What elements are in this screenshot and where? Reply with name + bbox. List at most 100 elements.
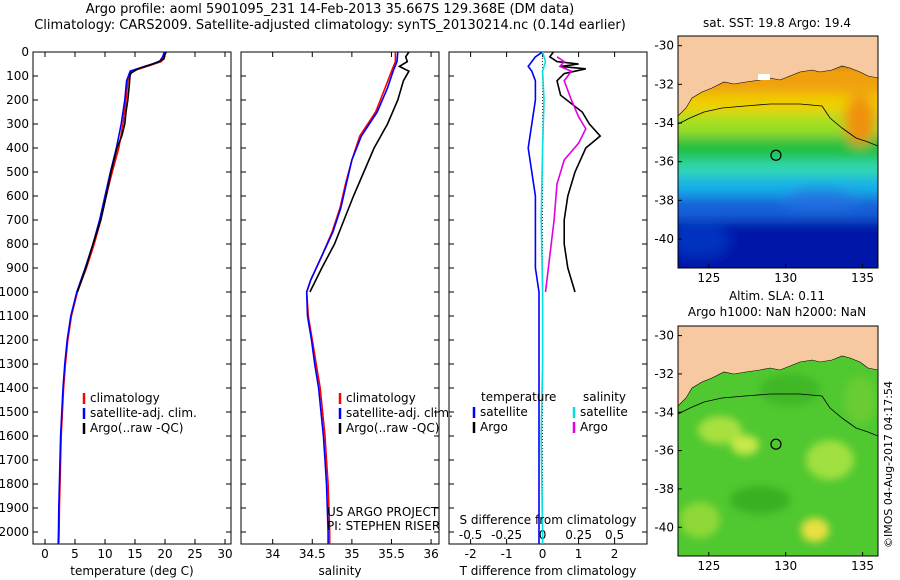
x-tick-label: 34.5 bbox=[299, 547, 326, 561]
argo-float-marker bbox=[770, 149, 782, 161]
sst-land-mass bbox=[678, 36, 878, 117]
lon-tick-label: 125 bbox=[697, 271, 720, 285]
sla-land-mass bbox=[678, 326, 878, 407]
x-tick-label: 36 bbox=[423, 547, 438, 561]
temperature-axes-frame bbox=[32, 51, 232, 545]
depth-tick-label: 1200 bbox=[0, 333, 29, 347]
depth-tick-label: 800 bbox=[6, 237, 29, 251]
lat-tick-label: -32 bbox=[654, 77, 674, 91]
project-annotation: US ARGO PROJECT bbox=[327, 505, 439, 519]
legend-group-title: temperature bbox=[481, 390, 556, 404]
depth-tick-label: 1900 bbox=[0, 501, 29, 515]
s-tick-label: -0.5 bbox=[459, 528, 482, 542]
depth-tick-label: 700 bbox=[6, 213, 29, 227]
legend-label: satellite bbox=[480, 405, 528, 419]
legend-label: satellite-adj. clim. bbox=[90, 406, 197, 420]
depth-tick-label: 500 bbox=[6, 165, 29, 179]
depth-tick-label: 0 bbox=[21, 45, 29, 59]
difference-x-axis: -2 -1 0 1 2-0.5 -0.25 0 0.25 0.5 bbox=[459, 52, 624, 561]
lat-tick-label: -30 bbox=[654, 329, 674, 343]
sla-map-axes: 125 130 135 -30 -32 -34 -36 -38 -40 bbox=[654, 329, 874, 573]
figure-title-line1: Argo profile: aoml 5901095_231 14-Feb-20… bbox=[85, 2, 575, 17]
lon-tick-label: 125 bbox=[697, 559, 720, 573]
series-line bbox=[76, 51, 167, 293]
temperature-x-axis: 0 5 10 15 20 25 30 bbox=[41, 52, 233, 561]
depth-tick-label: 1400 bbox=[0, 381, 29, 395]
depth-tick-label: 1000 bbox=[0, 285, 29, 299]
imos-credit: ©IMOS 04-Aug-2017 04:17:54 bbox=[882, 381, 895, 548]
series-line bbox=[540, 51, 547, 544]
t-difference-label: T difference from climatology bbox=[459, 564, 637, 578]
sla-map-frame bbox=[677, 325, 879, 557]
depth-tick-label: 600 bbox=[6, 189, 29, 203]
x-tick-label: 5 bbox=[71, 547, 79, 561]
lat-tick-label: -38 bbox=[654, 482, 674, 496]
salinity-axes-frame bbox=[240, 51, 440, 545]
lon-tick-label: 130 bbox=[774, 271, 797, 285]
x-tick-label: 0 bbox=[539, 547, 547, 561]
lat-tick-label: -30 bbox=[654, 39, 674, 53]
salinity-x-axis: 34 34.5 35 35.5 36 bbox=[265, 52, 439, 561]
lon-tick-label: 135 bbox=[851, 271, 874, 285]
depth-tick-label: 1700 bbox=[0, 453, 29, 467]
sst-map-title: sat. SST: 19.8 Argo: 19.4 bbox=[703, 16, 851, 30]
lon-tick-label: 130 bbox=[774, 559, 797, 573]
x-tick-label: 1 bbox=[575, 547, 583, 561]
sla-map-panel: Altim. SLA: 0.11 Argo h1000: NaN h2000: … bbox=[654, 289, 879, 573]
legend-label: Argo bbox=[480, 420, 508, 434]
x-tick-label: 0 bbox=[41, 547, 49, 561]
difference-profiles bbox=[527, 51, 602, 544]
x-tick-label: 30 bbox=[217, 547, 232, 561]
lat-tick-label: -40 bbox=[654, 520, 674, 534]
depth-tick-label: 1600 bbox=[0, 429, 29, 443]
s-difference-label: S difference from climatology bbox=[460, 513, 637, 527]
sst-map-panel: sat. SST: 19.8 Argo: 19.4 125 130 13 bbox=[654, 16, 879, 285]
legend-label: Argo(..raw -QC) bbox=[346, 421, 439, 435]
x-tick-label: 35.5 bbox=[378, 547, 405, 561]
difference-panel: -2 -1 0 1 2-0.5 -0.25 0 0.25 0.5 S difference fr… bbox=[448, 51, 648, 578]
sla-map-title: Altim. SLA: 0.11 bbox=[729, 289, 825, 303]
temperature-panel: 0100200300400500600700800900100011001200… bbox=[0, 45, 647, 578]
legend-label: climatology bbox=[90, 391, 160, 405]
s-tick-label: -0.25 bbox=[491, 528, 522, 542]
sst-map-frame bbox=[677, 35, 879, 269]
x-tick-label: 10 bbox=[97, 547, 112, 561]
legend-label: Argo bbox=[580, 420, 608, 434]
series-line bbox=[57, 51, 166, 545]
depth-tick-label: 300 bbox=[6, 117, 29, 131]
depth-tick-label: 200 bbox=[6, 93, 29, 107]
difference-legend: temperature salinitysatelliteArgosatellit… bbox=[472, 390, 628, 434]
salinity-profiles bbox=[305, 51, 411, 544]
legend-group-title: salinity bbox=[583, 390, 626, 404]
sst-isobath-contour bbox=[678, 103, 878, 147]
legend-label: Argo(..raw -QC) bbox=[90, 421, 183, 435]
x-tick-label: 35 bbox=[344, 547, 359, 561]
x-tick-label: 2 bbox=[611, 547, 619, 561]
series-line bbox=[309, 51, 411, 293]
x-tick-label: 25 bbox=[187, 547, 202, 561]
x-tick-label: 20 bbox=[157, 547, 172, 561]
series-line bbox=[305, 52, 397, 544]
legend-label: climatology bbox=[346, 391, 416, 405]
s-tick-label: 0.5 bbox=[605, 528, 624, 542]
x-tick-label: -2 bbox=[465, 547, 477, 561]
x-tick-label: -1 bbox=[501, 547, 513, 561]
depth-tick-label: 100 bbox=[6, 69, 29, 83]
series-line bbox=[548, 51, 602, 293]
difference-axes-frame bbox=[448, 51, 648, 545]
sla-map-subtitle: Argo h1000: NaN h2000: NaN bbox=[688, 305, 866, 319]
sst-map-axes: 125 130 135 -30 -32 -34 -36 -38 -40 bbox=[654, 39, 874, 285]
sla-isobath-contour bbox=[678, 393, 878, 437]
lon-tick-label: 135 bbox=[851, 559, 874, 573]
legend-label: satellite-adj. clim. bbox=[346, 406, 453, 420]
depth-tick-label: 1300 bbox=[0, 357, 29, 371]
depth-tick-label: 1500 bbox=[0, 405, 29, 419]
lat-tick-label: -34 bbox=[654, 405, 674, 419]
s-tick-label: 0.25 bbox=[565, 528, 592, 542]
lat-tick-label: -36 bbox=[654, 444, 674, 458]
x-tick-label: 15 bbox=[127, 547, 142, 561]
argo-float-marker bbox=[770, 438, 782, 450]
